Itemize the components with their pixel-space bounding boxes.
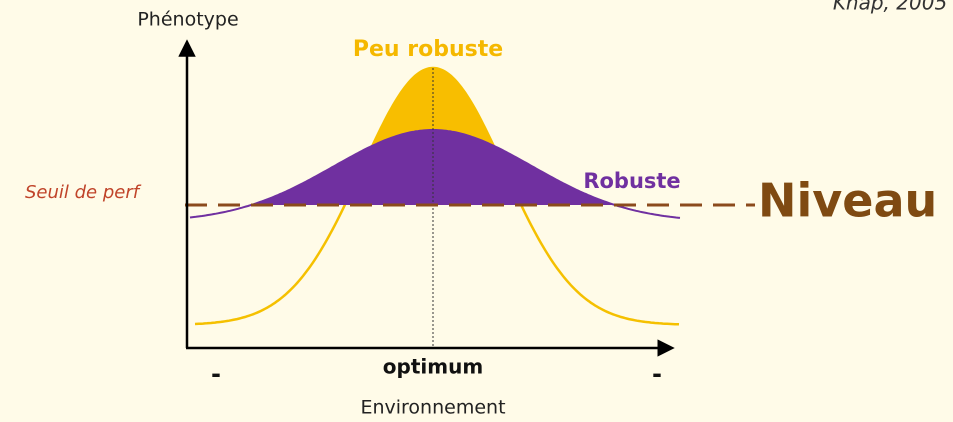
purple-area bbox=[190, 130, 680, 205]
threshold-label: Seuil de perf bbox=[25, 182, 142, 203]
purple-curve bbox=[189, 129, 681, 219]
x-axis-label: Environnement bbox=[360, 397, 505, 419]
x-center-label: optimum bbox=[383, 355, 483, 379]
y-axis-label: Phénotype bbox=[137, 9, 238, 31]
curve-label: Robuste bbox=[583, 169, 680, 193]
yellow-area bbox=[195, 68, 680, 218]
curve-label: Peu robuste bbox=[353, 37, 503, 62]
threshold-side-label: Niveau bbox=[758, 174, 937, 228]
citation: Knap, 2005 bbox=[833, 0, 947, 15]
x-left-label: - bbox=[211, 360, 221, 388]
x-right-label: - bbox=[652, 360, 662, 388]
